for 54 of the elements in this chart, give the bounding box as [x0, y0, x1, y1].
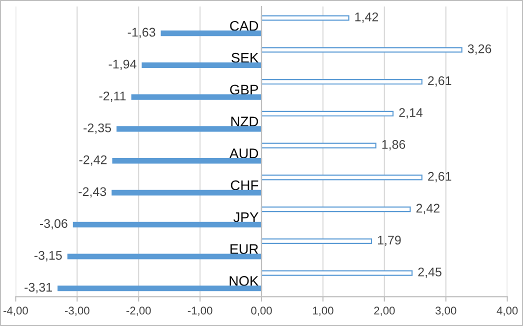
data-label: 2,45 — [418, 268, 442, 278]
data-label: -1,63 — [128, 28, 156, 38]
data-label: -3,15 — [34, 250, 62, 262]
bar — [116, 126, 262, 132]
x-tick-label: -3,00 — [64, 306, 90, 316]
bar — [260, 47, 462, 53]
y-tick-label: NOK — [230, 276, 259, 286]
x-tick-label: 3,00 — [435, 306, 456, 316]
x-tick-label: -1,00 — [188, 306, 212, 316]
y-tick-label: CAD — [230, 20, 258, 31]
y-tick-label: SEK — [232, 52, 259, 63]
x-tick-label: 4,00 — [496, 306, 518, 316]
data-label: -2,42 — [79, 155, 107, 166]
y-tick-label: GBP — [230, 84, 258, 95]
bar — [58, 286, 262, 292]
data-label: 2,61 — [428, 76, 452, 87]
x-tick-label: 0,00 — [251, 306, 272, 316]
bar — [260, 142, 376, 148]
bar — [131, 94, 262, 100]
data-label: -3,06 — [40, 219, 68, 230]
bar — [260, 174, 422, 180]
bar — [112, 190, 262, 196]
bar — [67, 254, 262, 260]
bar — [260, 206, 411, 212]
bar — [260, 15, 350, 21]
data-label: 1,79 — [378, 236, 401, 246]
data-label: 1,42 — [355, 12, 378, 23]
bar — [260, 238, 372, 244]
data-label: -1,94 — [108, 60, 136, 70]
y-tick-label: JPY — [233, 212, 258, 222]
data-label: -3,31 — [24, 282, 52, 294]
y-tick-label: EUR — [230, 244, 258, 254]
bar — [260, 78, 422, 85]
x-tick-label: 1,00 — [312, 306, 334, 316]
x-tick-label: 2,00 — [374, 306, 395, 316]
bar — [112, 158, 262, 164]
bar — [160, 30, 262, 36]
y-tick-label: CHF — [230, 180, 258, 190]
bar — [72, 222, 262, 228]
x-tick-label: -4,00 — [4, 306, 28, 316]
bar — [260, 270, 413, 276]
data-label: 3,26 — [468, 44, 492, 55]
bar — [260, 110, 394, 116]
data-label: -2,35 — [84, 123, 112, 134]
y-tick-label: NZD — [231, 116, 258, 126]
data-label: 1,86 — [382, 140, 406, 150]
data-label: 2,42 — [416, 204, 440, 214]
x-tick-label: -2,00 — [126, 306, 151, 316]
data-label: 2,14 — [399, 108, 423, 118]
bar — [142, 62, 262, 68]
data-label: 2,61 — [428, 172, 452, 182]
y-tick-label: AUD — [229, 148, 258, 158]
data-label: -2,11 — [99, 92, 126, 102]
data-label: -2,43 — [78, 187, 106, 198]
